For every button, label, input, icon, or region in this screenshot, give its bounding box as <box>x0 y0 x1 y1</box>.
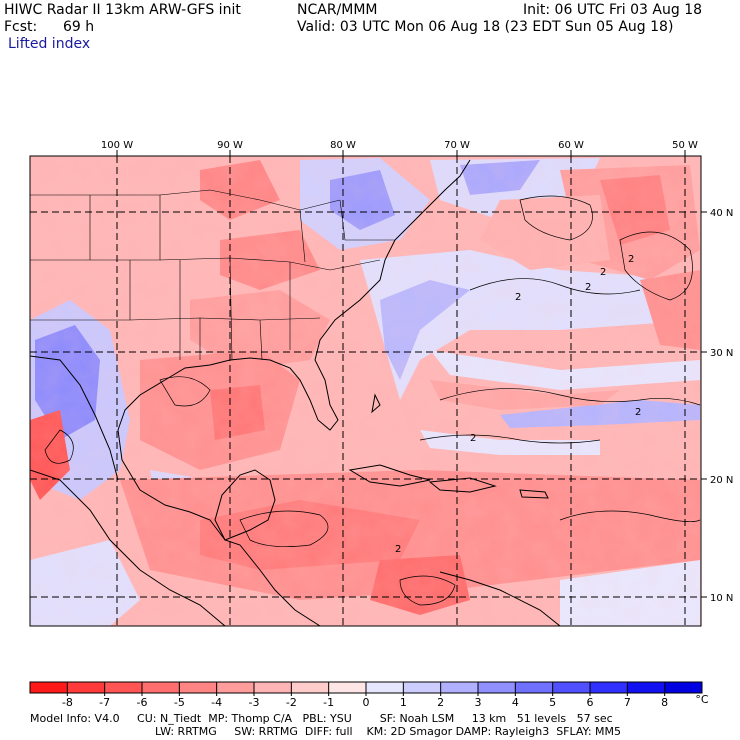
colorbar-swatch <box>67 682 106 693</box>
contour-label: 2 <box>635 407 641 418</box>
colorbar-swatch <box>440 682 479 693</box>
colorbar-swatch <box>515 682 554 693</box>
lat-label: 20 N <box>710 475 733 486</box>
state-borders <box>30 189 395 361</box>
colorbar-label: -8 <box>61 696 73 709</box>
lat-label: 30 N <box>710 348 733 359</box>
colorbar-swatch <box>403 682 442 693</box>
colorbar-label: -5 <box>173 696 185 709</box>
colorbar <box>29 681 703 696</box>
forecast-label: Fcst: <box>4 19 38 35</box>
contour-label: 2 <box>470 433 476 444</box>
colorbar-label: 1 <box>399 696 407 709</box>
lon-label: 90 W <box>217 140 243 151</box>
lon-label: 100 W <box>101 140 133 151</box>
colorbar-label: 0 <box>362 696 370 709</box>
lon-label: 80 W <box>330 140 356 151</box>
colorbar-label: -1 <box>323 696 335 709</box>
graticule <box>30 156 701 626</box>
colorbar-swatch <box>478 682 516 693</box>
contour-label: 2 <box>395 544 401 555</box>
colorbar-swatch <box>366 682 404 693</box>
frame-ticks <box>116 150 707 598</box>
colorbar-swatch <box>328 682 367 693</box>
colorbar-label: 7 <box>623 696 631 709</box>
colorbar-swatch <box>104 682 143 693</box>
lat-label: 10 N <box>710 593 733 604</box>
colorbar-label: -4 <box>211 696 223 709</box>
lifted-index-field <box>30 156 701 626</box>
valid-time: Valid: 03 UTC Mon 06 Aug 18 (23 EDT Sun … <box>297 19 674 35</box>
colorbar-swatch <box>216 682 255 693</box>
colorbar-label: -7 <box>99 696 111 709</box>
contour-label: 2 <box>628 254 634 265</box>
colorbar-label: -3 <box>248 696 260 709</box>
colorbar-label: 2 <box>437 696 445 709</box>
lon-label: 70 W <box>444 140 470 151</box>
colorbar-swatch <box>627 682 666 693</box>
colorbar-label: 5 <box>549 696 557 709</box>
colorbar-label: -2 <box>285 696 297 709</box>
colorbar-swatch <box>142 682 180 693</box>
colorbar-swatch <box>590 682 628 693</box>
field-name: Lifted index <box>8 36 91 52</box>
colorbar-swatch <box>664 682 703 693</box>
model-title: HIWC Radar II 13km ARW-GFS init <box>4 2 241 18</box>
lon-label: 50 W <box>672 140 698 151</box>
colorbar-label: -6 <box>136 696 148 709</box>
colorbar-label: 4 <box>511 696 519 709</box>
lat-label: 40 N <box>710 208 733 219</box>
contour-label: 2 <box>600 267 606 278</box>
organization-label: NCAR/MMM <box>297 2 378 18</box>
colorbar-label: 8 <box>661 696 669 709</box>
colorbar-swatch <box>179 682 218 693</box>
colorbar-swatch <box>291 682 330 693</box>
contour-label: 2 <box>515 292 521 303</box>
colorbar-label: 6 <box>586 696 594 709</box>
contour-label: 2 <box>585 282 591 293</box>
colorbar-label: 3 <box>474 696 482 709</box>
colorbar-swatch <box>30 682 68 693</box>
colorbar-unit: °C <box>695 693 709 706</box>
lon-label: 60 W <box>558 140 584 151</box>
axis-labels: 100 W 90 W 80 W 70 W 60 W 50 W 40 N 30 N… <box>101 140 733 604</box>
footer-model-info: Model Info: V4.0 CU: N_Tiedt MP: Thomp C… <box>30 712 613 725</box>
contours <box>44 195 701 606</box>
colorbar-swatch <box>552 682 591 693</box>
map-frame <box>29 155 702 627</box>
init-time: Init: 06 UTC Fri 03 Aug 18 <box>523 2 703 18</box>
footer-physics-info: LW: RRTMG SW: RRTMG DIFF: full KM: 2D Sm… <box>155 725 621 738</box>
contour-labels: 2 2 2 2 2 2 2 <box>395 254 641 555</box>
colorbar-swatch <box>254 682 292 693</box>
forecast-hour: 69 h <box>63 19 95 35</box>
